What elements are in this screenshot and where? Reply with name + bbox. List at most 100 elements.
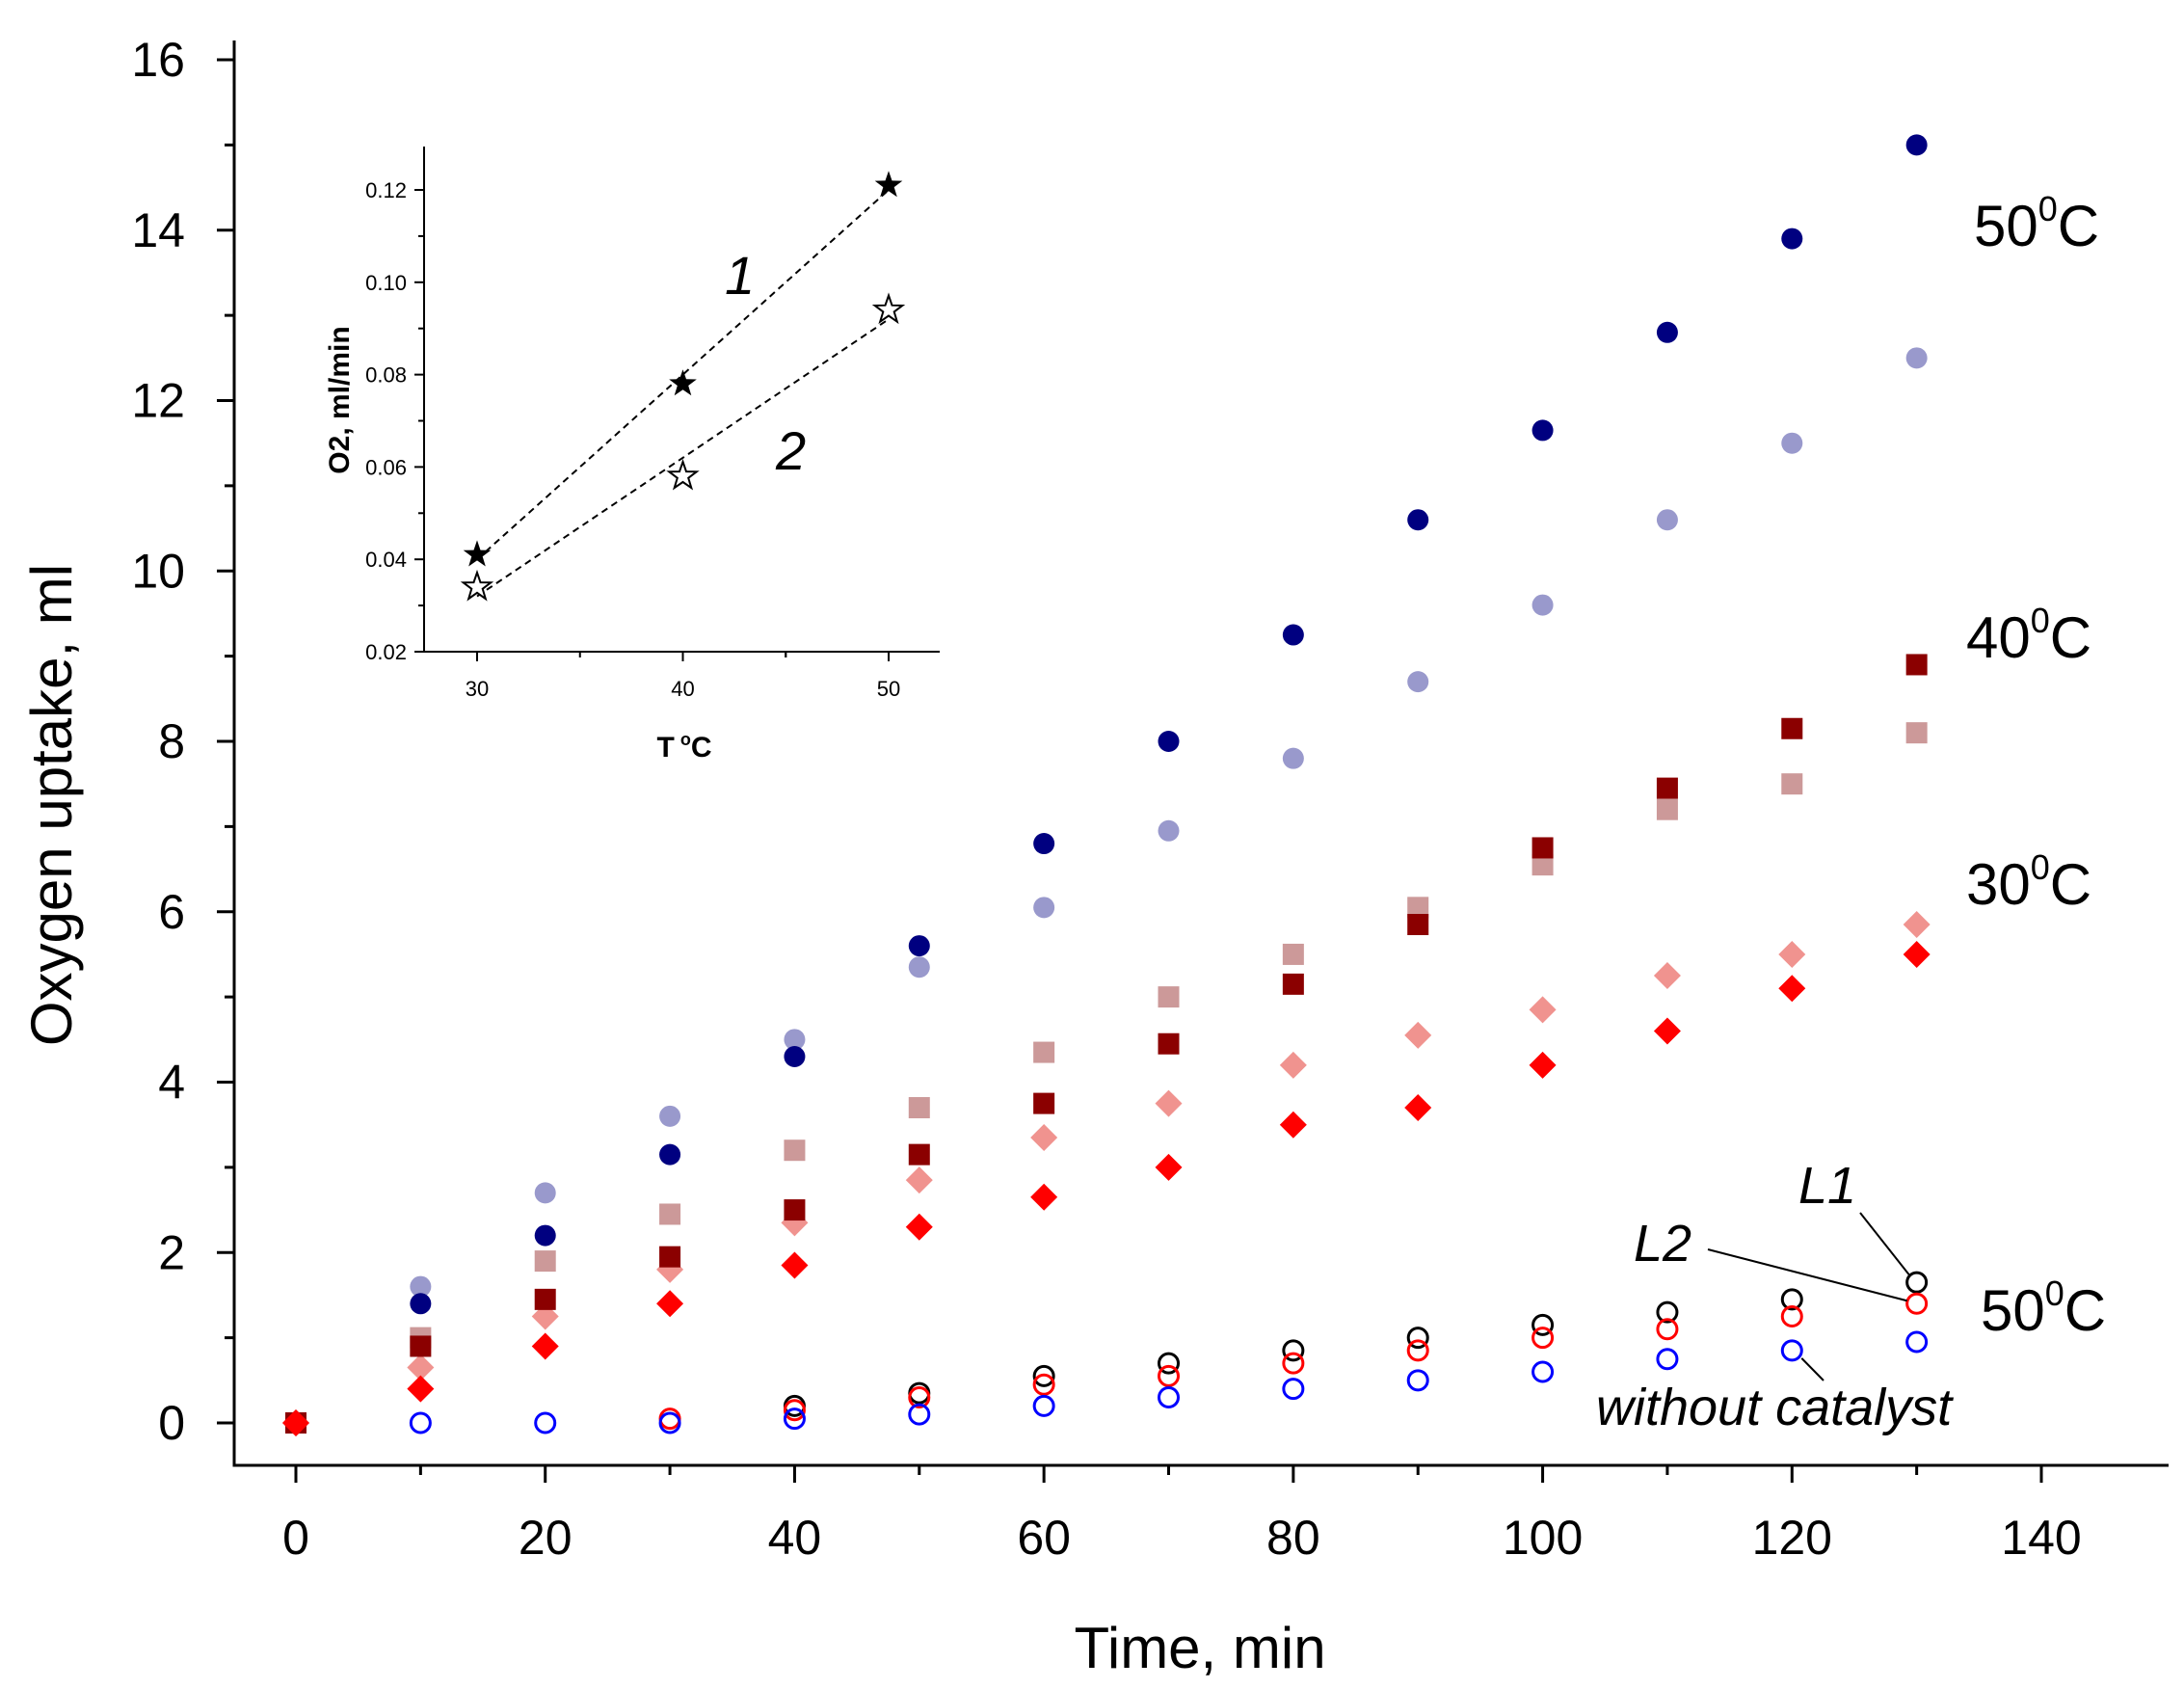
leader-line-without-catalyst (1800, 1357, 1824, 1381)
data-point (1781, 432, 1803, 454)
data-point (1778, 975, 1806, 1003)
y-tick-label: 12 (131, 374, 185, 428)
data-point (908, 1403, 931, 1426)
data-point (1653, 962, 1681, 990)
data-point (1905, 722, 1928, 744)
data-point (659, 1246, 681, 1268)
inset-axis-lines (423, 147, 940, 653)
data-point (410, 1275, 432, 1298)
y-tick-label: 2 (158, 1225, 185, 1279)
inset-data-point (669, 369, 697, 396)
inset-y-axis-title: O2, ml/min (324, 326, 356, 473)
data-point (1407, 914, 1429, 936)
data-point (1531, 594, 1554, 616)
inset-axes: 30 40 50 0.02 0.04 0.06 0.08 0.10 0.12 (365, 147, 940, 701)
data-point (1279, 1111, 1307, 1139)
data-point (1404, 1021, 1432, 1049)
data-point (1407, 671, 1429, 693)
data-point (908, 1143, 930, 1166)
data-point (1656, 1300, 1679, 1324)
data-point (1282, 624, 1304, 646)
x-tick-label: 100 (1503, 1511, 1583, 1565)
series-1 (285, 347, 1928, 1434)
data-point (410, 1293, 432, 1315)
data-point (1282, 1352, 1305, 1375)
leader-line-l1 (1859, 1212, 1910, 1275)
data-point (1531, 419, 1554, 442)
data-point (1905, 347, 1928, 369)
data-point (1406, 1327, 1429, 1350)
data-point (1778, 940, 1806, 968)
inset-y-tick-label: 0.02 (365, 640, 407, 664)
data-point (656, 1290, 684, 1318)
data-point (534, 1182, 556, 1204)
data-point (784, 1199, 806, 1221)
series-0 (285, 134, 1928, 1434)
data-point (1903, 940, 1931, 968)
inset-y-tick-label: 0.06 (365, 455, 407, 479)
data-point (1406, 1339, 1429, 1362)
inset-series-1 (463, 171, 903, 567)
data-point (1032, 1373, 1055, 1396)
data-point (1406, 1369, 1429, 1392)
data-point (908, 935, 930, 957)
inset-x-tick-label: 30 (466, 677, 489, 701)
data-point (659, 1105, 681, 1127)
data-point (1155, 1089, 1183, 1117)
data-point (1531, 1313, 1555, 1336)
inset-y-tick-label: 0.10 (365, 271, 407, 295)
data-point (1032, 1364, 1055, 1387)
inset-data-point (874, 171, 903, 198)
data-point (1780, 1288, 1803, 1311)
y-tick-label: 6 (158, 885, 185, 939)
data-point (784, 1029, 806, 1051)
data-point (534, 1250, 556, 1273)
data-point (1407, 509, 1429, 531)
data-point (1282, 973, 1304, 995)
data-point (1903, 911, 1931, 939)
inset-data-point (463, 540, 492, 567)
inset-data-point (871, 292, 906, 325)
series-8 (409, 1330, 1929, 1434)
data-point (1656, 1348, 1679, 1371)
data-point (1780, 1305, 1803, 1328)
data-point (1531, 1360, 1555, 1383)
inset-data-point (460, 569, 494, 602)
data-point (659, 1143, 681, 1166)
series-5 (282, 940, 1931, 1436)
x-tick-label: 20 (519, 1511, 573, 1565)
data-point (1282, 1339, 1305, 1362)
label-without-catalyst: without catalyst (1596, 1379, 1954, 1436)
inset-series-label-2: 2 (775, 420, 806, 481)
series-2 (285, 654, 1928, 1434)
main-axis-lines (232, 40, 2169, 1467)
inset-data-point (666, 458, 700, 491)
x-tick-label: 40 (768, 1511, 822, 1565)
data-point (1531, 1327, 1555, 1350)
y-tick-label: 4 (158, 1056, 185, 1110)
x-tick-label: 60 (1017, 1511, 1071, 1565)
data-point (1033, 897, 1055, 919)
series-4 (282, 911, 1931, 1436)
y-tick-label: 0 (158, 1396, 185, 1450)
data-point (1531, 854, 1554, 876)
data-point (1033, 1041, 1055, 1063)
main-points (282, 134, 1931, 1436)
label-30c: 300C (1966, 847, 2091, 917)
data-point (1033, 1092, 1055, 1114)
label-l2: L2 (1634, 1215, 1691, 1273)
data-point (658, 1411, 681, 1434)
y-tick-label: 14 (131, 203, 185, 257)
inset-y-tick-label: 0.12 (365, 178, 407, 202)
data-point (1030, 1183, 1058, 1211)
data-point (409, 1411, 432, 1434)
inset-y-tick-label: 0.04 (365, 548, 407, 572)
inset-series-2 (460, 292, 906, 602)
data-point (1905, 1330, 1929, 1354)
data-point (1656, 777, 1678, 799)
data-point (534, 1411, 557, 1434)
data-point (1653, 1017, 1681, 1045)
data-point (1030, 1123, 1058, 1151)
data-point (783, 1399, 806, 1422)
